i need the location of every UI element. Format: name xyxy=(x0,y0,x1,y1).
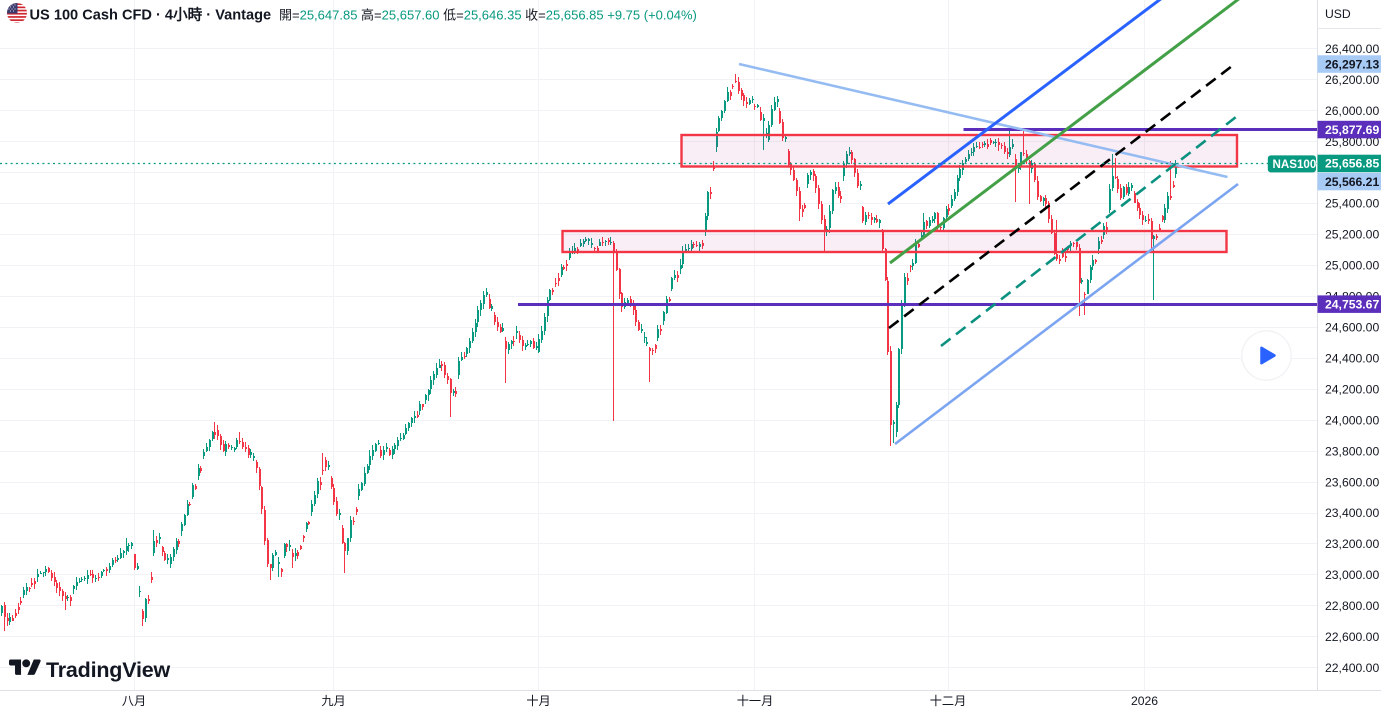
svg-text:九月: 九月 xyxy=(321,694,345,708)
svg-text:開=25,647.85 高=25,657.60 低=25: 開=25,647.85 高=25,657.60 低=25,646.35 收=25… xyxy=(279,8,697,23)
svg-text:25,200.00: 25,200.00 xyxy=(1325,228,1379,242)
svg-text:26,400.00: 26,400.00 xyxy=(1325,42,1379,56)
svg-text:25,566.21: 25,566.21 xyxy=(1325,175,1379,189)
svg-text:八月: 八月 xyxy=(122,694,146,708)
svg-text:26,200.00: 26,200.00 xyxy=(1325,73,1379,87)
svg-text:24,753.67: 24,753.67 xyxy=(1325,298,1379,312)
svg-text:十二月: 十二月 xyxy=(930,694,967,708)
svg-text:25,400.00: 25,400.00 xyxy=(1325,197,1379,211)
svg-text:26,297.13: 26,297.13 xyxy=(1325,57,1379,71)
svg-text:24,000.00: 24,000.00 xyxy=(1325,413,1379,427)
svg-text:23,600.00: 23,600.00 xyxy=(1325,475,1379,489)
svg-text:26,000.00: 26,000.00 xyxy=(1325,104,1379,118)
svg-text:22,600.00: 22,600.00 xyxy=(1325,630,1379,644)
svg-text:23,200.00: 23,200.00 xyxy=(1325,537,1379,551)
svg-text:2026: 2026 xyxy=(1131,694,1158,708)
svg-text:十月: 十月 xyxy=(526,694,550,708)
svg-text:25,877.69: 25,877.69 xyxy=(1325,123,1379,137)
svg-text:25,656.85: 25,656.85 xyxy=(1325,157,1379,171)
svg-text:23,800.00: 23,800.00 xyxy=(1325,444,1379,458)
svg-text:23,000.00: 23,000.00 xyxy=(1325,568,1379,582)
svg-text:25,000.00: 25,000.00 xyxy=(1325,259,1379,273)
svg-text:NAS100: NAS100 xyxy=(1273,158,1317,171)
svg-text:US 100 Cash CFD · 4小時 · Vantag: US 100 Cash CFD · 4小時 · Vantage xyxy=(30,6,272,24)
svg-text:24,600.00: 24,600.00 xyxy=(1325,321,1379,335)
svg-text:23,400.00: 23,400.00 xyxy=(1325,506,1379,520)
svg-text:22,800.00: 22,800.00 xyxy=(1325,599,1379,613)
svg-text:24,400.00: 24,400.00 xyxy=(1325,352,1379,366)
svg-text:USD: USD xyxy=(1325,7,1351,21)
svg-text:24,200.00: 24,200.00 xyxy=(1325,382,1379,396)
svg-text:22,400.00: 22,400.00 xyxy=(1325,661,1379,675)
svg-text:TradingView: TradingView xyxy=(46,658,171,682)
svg-text:十一月: 十一月 xyxy=(737,694,774,708)
